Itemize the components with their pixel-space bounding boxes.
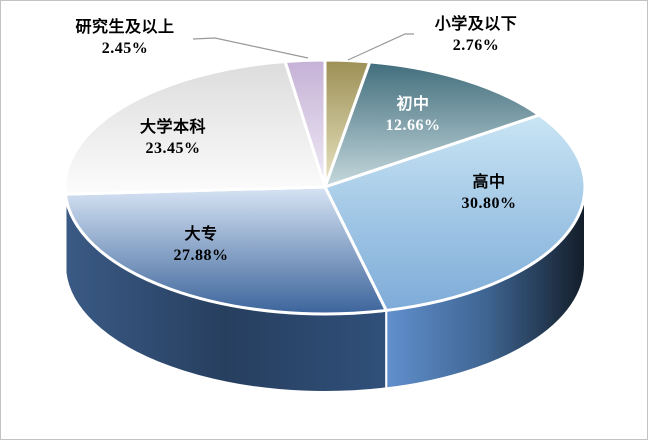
pie-slice-top (283, 58, 327, 189)
leader-line (347, 33, 414, 61)
pie-slice-top (63, 185, 388, 316)
leader-line (192, 37, 309, 59)
pie-slice-top (323, 113, 587, 312)
pie-slice-top (323, 60, 541, 189)
pie-slice-top (63, 60, 327, 196)
